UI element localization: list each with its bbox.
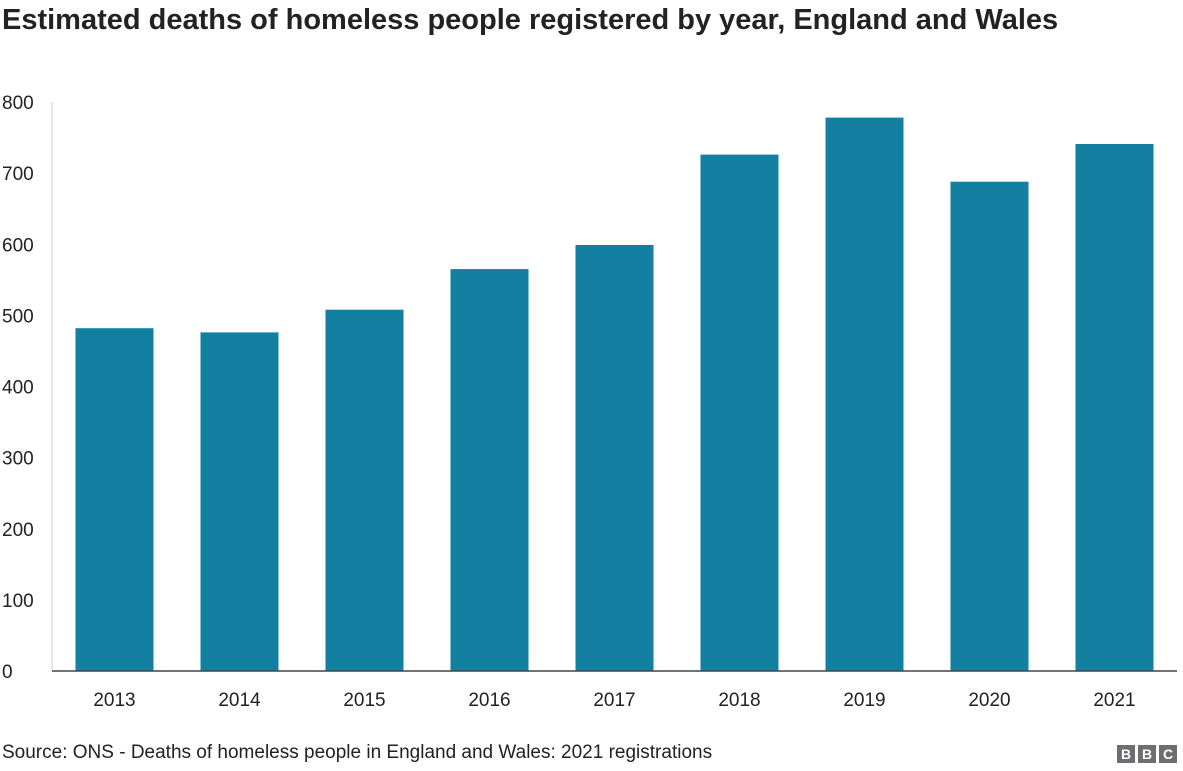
bar-2014	[200, 332, 279, 671]
bar-2018	[700, 154, 779, 672]
source-note: Source: ONS - Deaths of homeless people …	[2, 742, 713, 763]
x-tick-label: 2017	[593, 690, 635, 711]
y-tick-label: 0	[2, 662, 13, 683]
y-tick-label: 700	[2, 164, 34, 185]
y-tick-label: 400	[2, 378, 34, 399]
y-tick-label: 100	[2, 591, 34, 612]
x-tick-label: 2014	[218, 690, 261, 711]
x-axis: 2013 2014 2015 2016 2017 2018 2019 2020 2021	[93, 690, 1135, 711]
bbc-logo-letter: B	[1138, 745, 1156, 763]
bbc-logo-letter: B	[1117, 745, 1135, 763]
bbc-logo: B B C	[1117, 745, 1177, 763]
y-tick-label: 600	[2, 235, 34, 256]
y-tick-label: 200	[2, 520, 34, 541]
y-tick-label: 800	[2, 93, 34, 114]
bar-2017	[575, 245, 654, 671]
y-tick-label: 300	[2, 449, 34, 470]
bar-2015	[325, 309, 404, 671]
bar-2021	[1075, 144, 1154, 671]
bars	[75, 117, 1154, 672]
bar-2016	[450, 269, 529, 671]
bar-2019	[825, 117, 904, 672]
bbc-logo-letter: C	[1159, 745, 1177, 763]
bar-2020	[950, 181, 1029, 671]
bar-2013	[75, 328, 154, 671]
x-tick-label: 2013	[93, 690, 135, 711]
x-tick-label: 2020	[968, 690, 1010, 711]
x-tick-label: 2015	[343, 690, 385, 711]
chart-title: Estimated deaths of homeless people regi…	[2, 4, 1059, 36]
y-tick-label: 500	[2, 306, 34, 327]
x-tick-label: 2019	[843, 690, 885, 711]
x-tick-label: 2021	[1093, 690, 1135, 711]
x-tick-label: 2018	[718, 690, 760, 711]
x-tick-label: 2016	[468, 690, 510, 711]
y-axis: 0 100 200 300 400 500 600 700 800	[2, 93, 34, 683]
